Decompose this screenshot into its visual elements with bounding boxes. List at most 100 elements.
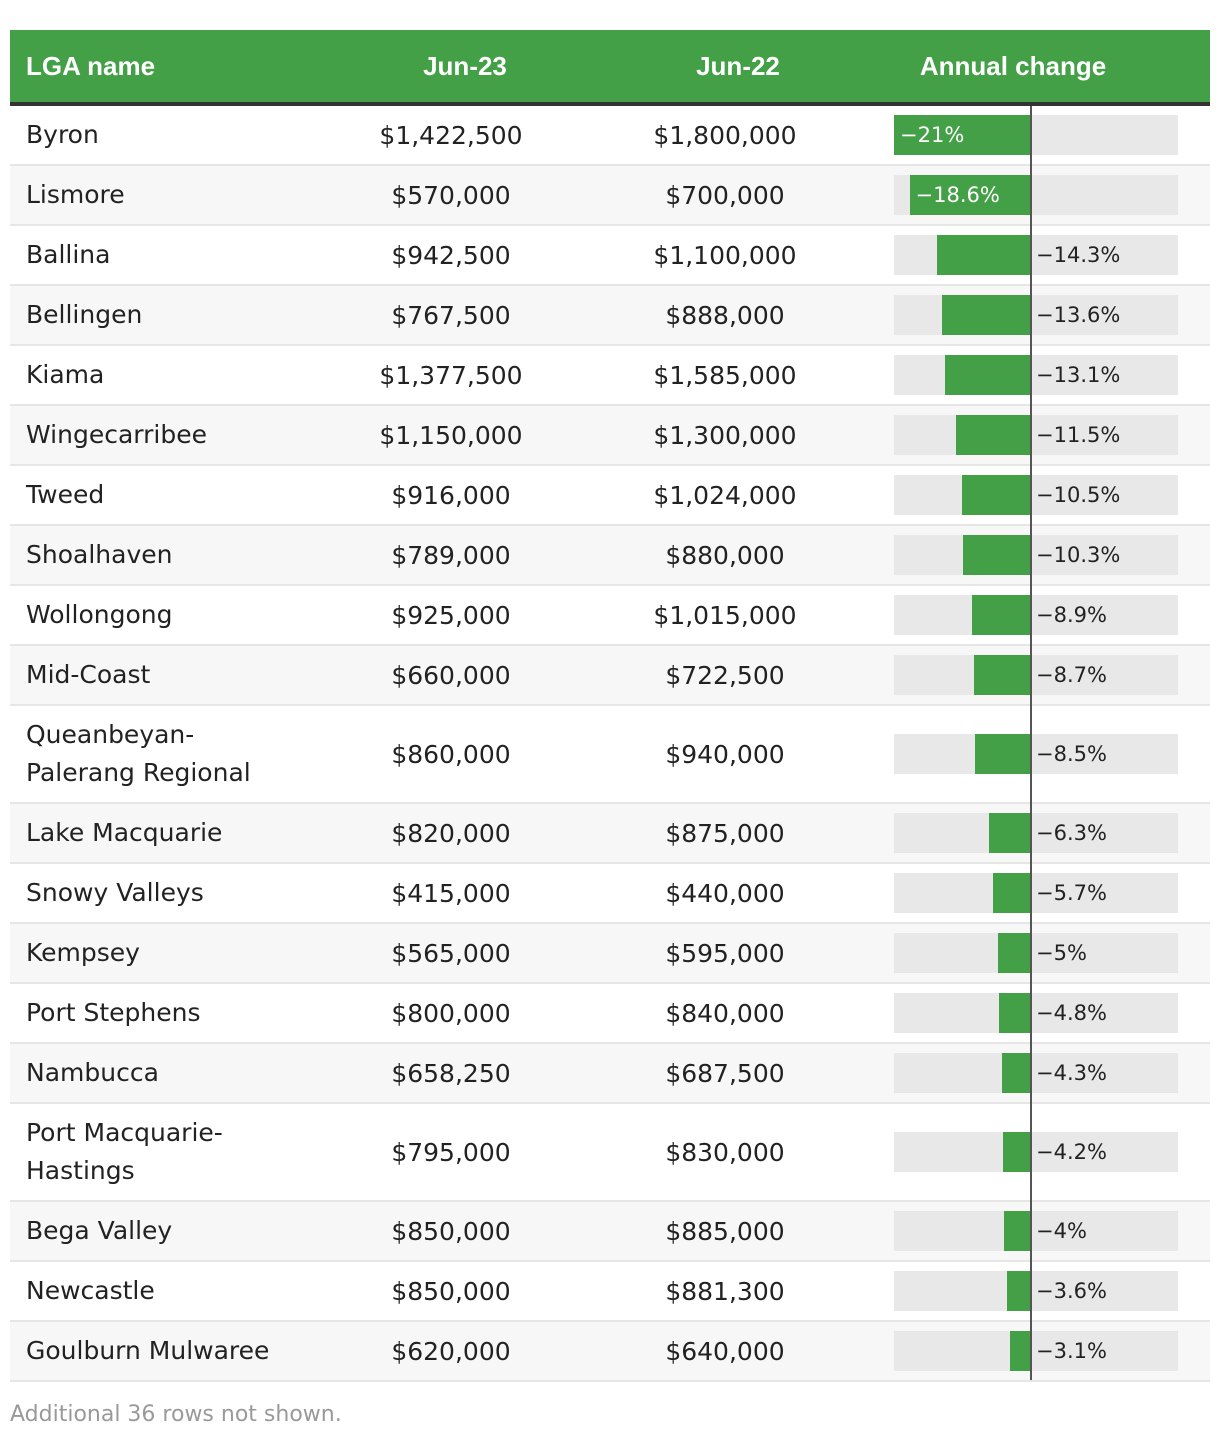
header-lga-name[interactable]: LGA name — [26, 50, 156, 81]
jun23-cell: $795,000 — [391, 1137, 511, 1167]
change-bar-track: −4.2% — [894, 1132, 1178, 1172]
lga-name-cell: Wollongong — [26, 600, 173, 629]
table-row: Bega Valley $850,000 $885,000 −4% — [10, 1202, 1210, 1262]
jun23-cell: $570,000 — [391, 180, 511, 210]
jun22-cell: $840,000 — [665, 998, 785, 1028]
change-bar — [974, 734, 1030, 774]
jun22-cell: $880,000 — [665, 540, 785, 570]
change-label: −4.8% — [1036, 1001, 1107, 1025]
lga-name-cell: Bega Valley — [26, 1216, 173, 1245]
change-bar — [998, 993, 1030, 1033]
change-label: −5.7% — [1036, 881, 1107, 905]
lga-name-cell: Lismore — [26, 180, 125, 209]
jun22-cell: $595,000 — [665, 938, 785, 968]
change-bar — [1004, 1211, 1030, 1251]
change-bar — [963, 535, 1030, 575]
jun22-cell: $940,000 — [665, 739, 785, 769]
jun22-cell: $1,300,000 — [653, 420, 797, 450]
change-bar — [972, 595, 1030, 635]
lga-name-cell: Lake Macquarie — [26, 818, 223, 847]
change-label: −3.6% — [1036, 1279, 1107, 1303]
table-row: Goulburn Mulwaree $620,000 $640,000 −3.1% — [10, 1322, 1210, 1382]
jun22-cell: $830,000 — [665, 1137, 785, 1167]
jun22-cell: $687,500 — [665, 1058, 785, 1088]
price-table: LGA name Jun-23 Jun-22 Annual change Byr… — [10, 30, 1210, 1382]
change-bar — [962, 475, 1030, 515]
change-bar — [997, 933, 1030, 973]
header-jun22[interactable]: Jun-22 — [696, 50, 780, 81]
change-bar-track: −18.6% — [894, 175, 1178, 215]
table-row: Bellingen $767,500 $888,000 −13.6% — [10, 286, 1210, 346]
change-label: −14.3% — [1036, 243, 1121, 267]
jun23-cell: $1,377,500 — [379, 360, 523, 390]
jun22-cell: $1,585,000 — [653, 360, 797, 390]
change-bar-track: −8.7% — [894, 655, 1178, 695]
zero-axis-line — [1030, 106, 1032, 1380]
jun23-cell: $620,000 — [391, 1336, 511, 1366]
change-label: −5% — [1036, 941, 1087, 965]
change-bar — [941, 295, 1030, 335]
change-bar-track: −10.5% — [894, 475, 1178, 515]
table-row: Newcastle $850,000 $881,300 −3.6% — [10, 1262, 1210, 1322]
jun22-cell: $640,000 — [665, 1336, 785, 1366]
change-bar — [993, 873, 1030, 913]
change-bar — [1002, 1053, 1030, 1093]
lga-name-cell: Newcastle — [26, 1276, 155, 1305]
table-row: Byron $1,422,500 $1,800,000 −21% — [10, 106, 1210, 166]
jun23-cell: $916,000 — [391, 480, 511, 510]
jun22-cell: $1,100,000 — [653, 240, 797, 270]
change-bar-track: −8.5% — [894, 734, 1178, 774]
change-label: −13.1% — [1036, 363, 1121, 387]
lga-name-cell: Byron — [26, 120, 99, 149]
jun22-cell: $1,024,000 — [653, 480, 797, 510]
lga-name-cell: Ballina — [26, 240, 111, 269]
table-row: Snowy Valleys $415,000 $440,000 −5.7% — [10, 864, 1210, 924]
jun22-cell: $700,000 — [665, 180, 785, 210]
header-annual-change[interactable]: Annual change — [919, 50, 1107, 81]
jun22-cell: $885,000 — [665, 1216, 785, 1246]
change-label: −21% — [900, 123, 965, 147]
lga-name-cell: Kiama — [26, 360, 105, 389]
change-label: −3.1% — [1036, 1339, 1107, 1363]
jun23-cell: $415,000 — [391, 878, 511, 908]
jun23-cell: $850,000 — [391, 1216, 511, 1246]
change-bar — [1009, 1331, 1030, 1371]
table-header: LGA name Jun-23 Jun-22 Annual change — [10, 30, 1210, 106]
change-bar — [894, 115, 1030, 155]
change-bar — [945, 355, 1030, 395]
table-row: Kempsey $565,000 $595,000 −5% — [10, 924, 1210, 984]
change-bar — [937, 235, 1030, 275]
table-row: Port Stephens $800,000 $840,000 −4.8% — [10, 984, 1210, 1044]
jun23-cell: $850,000 — [391, 1276, 511, 1306]
change-bar — [1002, 1132, 1030, 1172]
header-jun23[interactable]: Jun-23 — [423, 50, 507, 81]
table-row: Nambucca $658,250 $687,500 −4.3% — [10, 1044, 1210, 1104]
change-label: −18.6% — [915, 183, 1000, 207]
jun22-cell: $881,300 — [665, 1276, 785, 1306]
jun23-cell: $820,000 — [391, 818, 511, 848]
change-bar-track: −10.3% — [894, 535, 1178, 575]
lga-name-cell: Goulburn Mulwaree — [26, 1336, 270, 1365]
change-bar-track: −4.3% — [894, 1053, 1178, 1093]
lga-name-cell: Wingecarribee — [26, 420, 207, 449]
change-bar-track: −14.3% — [894, 235, 1178, 275]
lga-name-cell: Port Stephens — [26, 998, 201, 1027]
table-row: Ballina $942,500 $1,100,000 −14.3% — [10, 226, 1210, 286]
change-bar-track: −4% — [894, 1211, 1178, 1251]
table-body: Byron $1,422,500 $1,800,000 −21% Lismore $570… — [10, 106, 1210, 1382]
change-bar — [909, 175, 1030, 215]
lga-name-cell: Nambucca — [26, 1058, 159, 1087]
change-bar-track: −5.7% — [894, 873, 1178, 913]
jun23-cell: $767,500 — [391, 300, 511, 330]
jun23-cell: $1,422,500 — [379, 120, 523, 150]
change-label: −10.3% — [1036, 543, 1121, 567]
table-row: Tweed $916,000 $1,024,000 −10.5% — [10, 466, 1210, 526]
table-row: Queanbeyan-Palerang Regional $860,000 $940… — [10, 706, 1210, 804]
table-row: Wingecarribee $1,150,000 $1,300,000 −11.5% — [10, 406, 1210, 466]
jun22-cell: $875,000 — [665, 818, 785, 848]
change-label: −13.6% — [1036, 303, 1121, 327]
footnote: Additional 36 rows not shown. — [10, 1402, 342, 1427]
change-label: −11.5% — [1036, 423, 1121, 447]
change-bar-track: −5% — [894, 933, 1178, 973]
change-bar-track: −8.9% — [894, 595, 1178, 635]
